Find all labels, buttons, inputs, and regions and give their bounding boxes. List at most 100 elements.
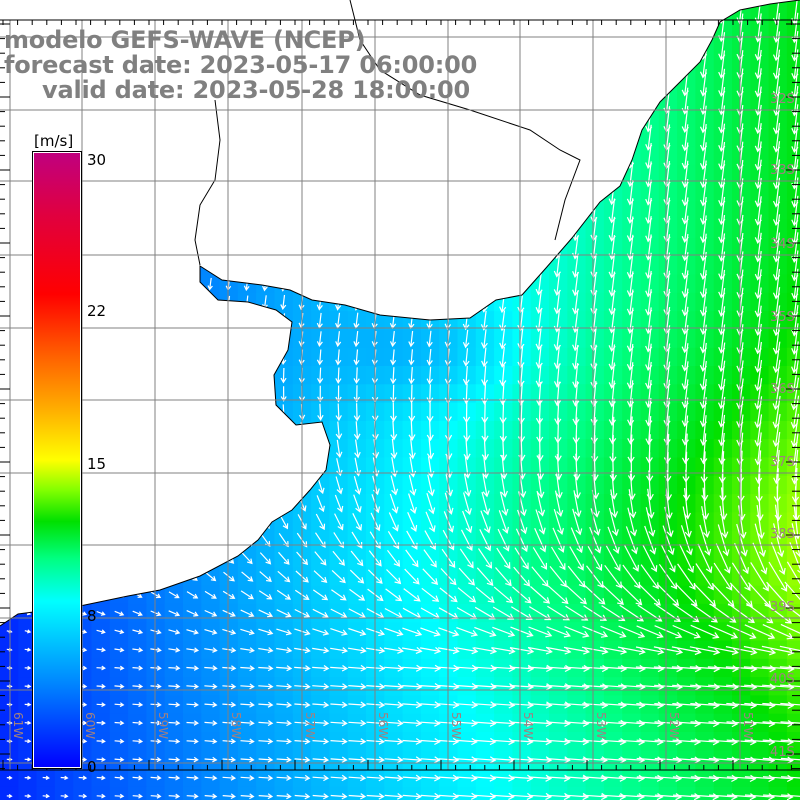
- wind-arrow: [258, 756, 274, 763]
- wind-arrow: [744, 624, 776, 640]
- wind-arrow: [510, 701, 534, 709]
- wind-arrow: [573, 471, 581, 500]
- wind-arrow: [456, 756, 478, 764]
- wind-arrow: [204, 701, 218, 708]
- wind-arrow: [480, 310, 488, 331]
- wind-arrow: [390, 349, 397, 366]
- wind-arrow: [168, 702, 181, 708]
- wind-arrow: [438, 774, 460, 782]
- wind-arrow: [581, 646, 609, 655]
- wind-arrow: [530, 586, 551, 604]
- wind-arrow: [114, 720, 125, 726]
- wind-arrow: [132, 629, 144, 635]
- wind-arrow: [628, 489, 637, 519]
- wind-arrow: [353, 367, 360, 385]
- wind-arrow: [330, 756, 348, 763]
- wind-arrow: [276, 665, 293, 672]
- wind-arrow: [654, 701, 683, 709]
- longitude-label: 61W: [11, 712, 25, 739]
- wind-arrow: [567, 565, 586, 588]
- wind-arrow: [384, 627, 404, 637]
- wind-arrow: [600, 793, 627, 800]
- wind-cell: [786, 786, 800, 800]
- wind-arrow: [330, 774, 348, 782]
- wind-arrow: [690, 624, 720, 639]
- wind-arrow: [496, 547, 511, 570]
- wind-arrow: [312, 608, 329, 618]
- wind-arrow: [332, 550, 345, 566]
- wind-arrow: [690, 701, 720, 709]
- wind-arrow: [168, 610, 181, 617]
- wind-arrow: [348, 719, 367, 727]
- wind-arrow: [537, 472, 545, 499]
- wind-arrow: [514, 547, 529, 570]
- wind-arrow: [636, 738, 664, 746]
- wind-arrow: [390, 402, 397, 422]
- latitude-label: 39S: [770, 600, 795, 615]
- wind-arrow: [726, 793, 757, 800]
- coastline: [0, 0, 800, 627]
- wind-arrow: [636, 774, 664, 782]
- wind-arrow: [499, 328, 507, 350]
- wind-arrow: [590, 398, 598, 426]
- colorbar-unit: [m/s]: [34, 132, 74, 150]
- wind-arrow: [773, 450, 781, 485]
- colorbar-tick-label: 0: [87, 758, 97, 776]
- wind-arrow: [456, 737, 478, 746]
- wind-arrow: [618, 774, 646, 782]
- wind-arrow: [330, 628, 348, 636]
- wind-arrow: [653, 646, 684, 655]
- wind-arrow: [644, 525, 657, 555]
- wind-arrow: [240, 738, 255, 745]
- wind-arrow: [462, 348, 470, 367]
- wind-arrow: [419, 646, 442, 655]
- wind-arrow: [204, 609, 218, 617]
- wind-cell: [292, 786, 312, 800]
- wind-arrow: [6, 794, 13, 799]
- wind-arrow: [500, 473, 508, 498]
- wind-arrow: [330, 793, 348, 800]
- wind-arrow: [492, 738, 516, 746]
- wind-arrow: [744, 738, 776, 746]
- wind-arrow: [349, 588, 366, 601]
- wind-arrow: [600, 683, 628, 691]
- wind-arrow: [618, 738, 646, 746]
- wind-arrow: [636, 683, 665, 691]
- wind-arrow: [647, 488, 655, 519]
- wind-arrow: [672, 719, 702, 728]
- wind-arrow: [330, 701, 348, 709]
- wind-arrow: [499, 310, 507, 332]
- wind-arrow: [480, 329, 488, 349]
- wind-arrow: [713, 562, 733, 591]
- wind-cell: [201, 786, 221, 800]
- wind-arrow: [572, 381, 580, 407]
- wind-arrow: [572, 508, 583, 536]
- wind-arrow: [462, 365, 470, 386]
- wind-arrow: [528, 719, 553, 727]
- wind-arrow: [348, 774, 367, 782]
- wind-arrow: [564, 792, 590, 800]
- wind-arrow: [510, 719, 534, 727]
- wind-arrow: [773, 523, 785, 558]
- wind-arrow: [408, 349, 415, 366]
- wind-arrow: [510, 756, 534, 764]
- wind-arrow: [534, 528, 547, 553]
- wind-arrow: [277, 570, 291, 583]
- longitude-label: 55W: [449, 712, 463, 739]
- wind-arrow: [24, 757, 32, 762]
- wind-arrow: [186, 756, 199, 763]
- wind-arrow: [348, 793, 367, 800]
- wind-arrow: [186, 702, 199, 708]
- wind-arrow: [222, 793, 236, 800]
- wind-cell: [786, 622, 800, 641]
- wind-arrow: [726, 624, 757, 640]
- wind-arrow: [482, 473, 490, 498]
- wind-arrow: [499, 491, 509, 516]
- wind-arrow: [258, 628, 274, 636]
- wind-arrow: [132, 738, 144, 744]
- wind-arrow: [458, 567, 475, 586]
- wind-arrow: [456, 792, 478, 800]
- wind-arrow: [784, 581, 800, 601]
- wind-arrow: [548, 585, 569, 605]
- wind-arrow: [463, 492, 472, 516]
